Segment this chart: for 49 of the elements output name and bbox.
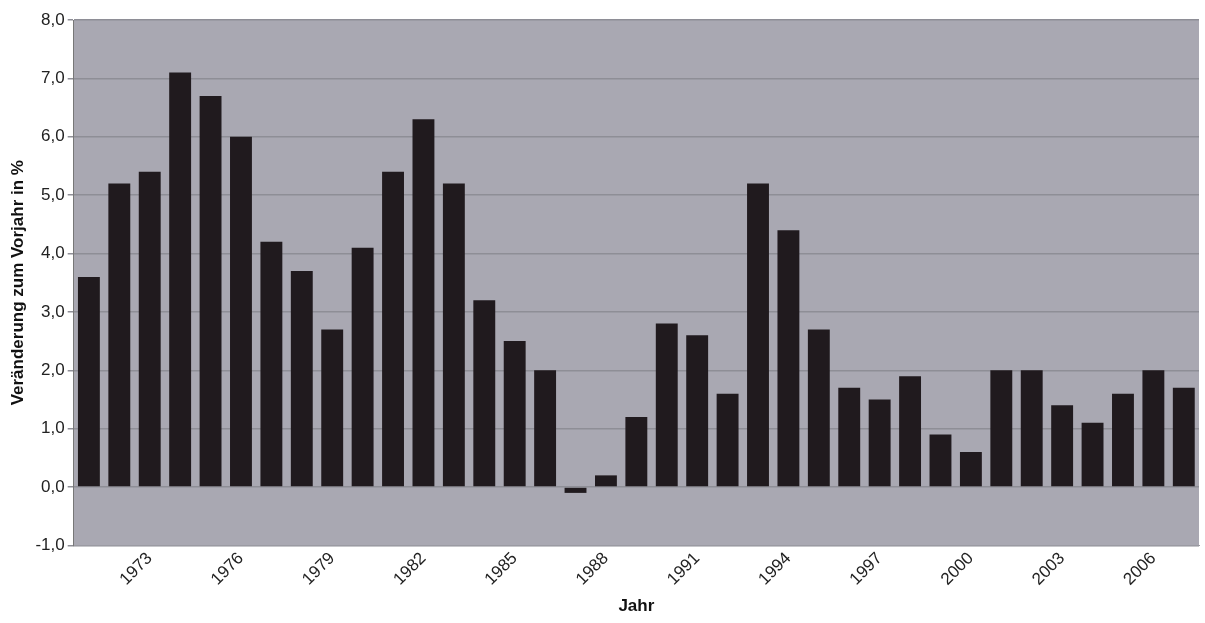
bar bbox=[1142, 370, 1165, 487]
y-tick-label: 1,0 bbox=[41, 418, 65, 438]
y-tick-label: 5,0 bbox=[41, 184, 65, 204]
bar bbox=[1081, 422, 1104, 487]
bar bbox=[260, 241, 283, 487]
bar bbox=[625, 416, 648, 487]
y-tick-label: 8,0 bbox=[41, 9, 65, 29]
bar bbox=[655, 323, 678, 487]
bar bbox=[412, 119, 435, 487]
bar bbox=[1051, 405, 1074, 487]
x-axis-title: Jahr bbox=[618, 596, 655, 616]
bar bbox=[716, 393, 739, 487]
bar bbox=[1112, 393, 1134, 487]
bar bbox=[351, 247, 374, 487]
bar bbox=[290, 271, 313, 487]
y-tick-label: 3,0 bbox=[41, 301, 65, 321]
y-tick-label: -1,0 bbox=[35, 535, 65, 555]
bar bbox=[990, 370, 1013, 487]
y-tick-label: 0,0 bbox=[41, 476, 65, 496]
bar bbox=[169, 72, 192, 487]
bar bbox=[230, 136, 252, 487]
bar bbox=[838, 387, 861, 487]
bar bbox=[108, 183, 131, 487]
bar bbox=[138, 171, 161, 487]
bar bbox=[382, 171, 404, 487]
y-tick-label: 7,0 bbox=[41, 68, 65, 88]
bar bbox=[1020, 370, 1043, 487]
bar bbox=[686, 335, 709, 487]
bar bbox=[77, 276, 100, 487]
bar bbox=[534, 370, 557, 487]
bar bbox=[1172, 387, 1195, 487]
bar bbox=[899, 376, 922, 487]
bar bbox=[959, 452, 982, 487]
bar bbox=[777, 230, 800, 487]
bar bbox=[747, 183, 769, 487]
bar bbox=[868, 399, 891, 487]
bar bbox=[807, 329, 830, 487]
bar bbox=[594, 475, 617, 487]
y-tick-label: 2,0 bbox=[41, 359, 65, 379]
y-tick-label: 4,0 bbox=[41, 243, 65, 263]
bar bbox=[564, 487, 587, 493]
y-tick-label: 6,0 bbox=[41, 126, 65, 146]
bar bbox=[321, 329, 344, 487]
y-axis-title: Veränderung zum Vorjahr in % bbox=[7, 160, 27, 406]
bar bbox=[929, 434, 952, 487]
bar bbox=[503, 341, 526, 487]
bar bbox=[473, 300, 496, 487]
bar bbox=[199, 95, 222, 487]
bar bbox=[442, 183, 465, 487]
